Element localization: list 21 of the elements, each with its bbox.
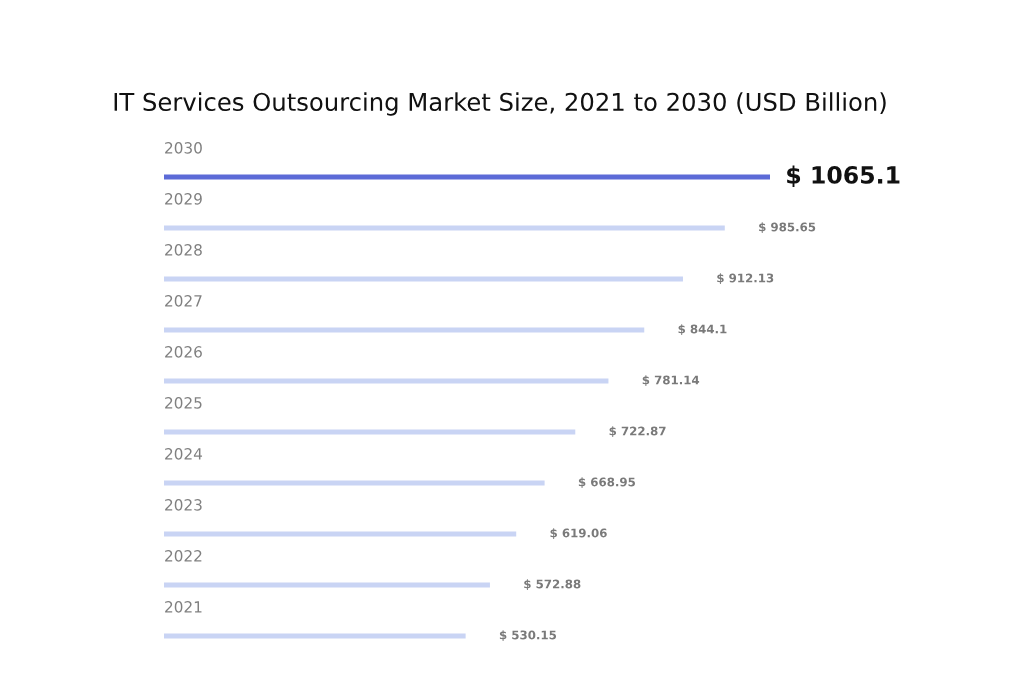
data-label: $ 572.88 bbox=[524, 579, 581, 590]
y-tick-label: 2025 bbox=[165, 397, 202, 409]
data-label: $ 844.1 bbox=[678, 324, 727, 335]
y-tick-label: 2026 bbox=[165, 346, 202, 358]
y-tick-label: 2028 bbox=[165, 244, 202, 256]
y-tick-label: 2024 bbox=[165, 448, 203, 460]
y-tick-label: 2030 bbox=[165, 142, 202, 154]
data-label: $ 722.87 bbox=[609, 426, 666, 437]
y-tick-label: 2027 bbox=[165, 295, 202, 307]
data-label: $ 781.14 bbox=[642, 375, 700, 386]
chart-title: IT Services Outsourcing Market Size, 2021 to 2030 (USD Billion) bbox=[114, 92, 886, 116]
y-tick-label: 2029 bbox=[165, 193, 202, 205]
y-tick-label: 2023 bbox=[165, 499, 202, 511]
data-label: $ 985.65 bbox=[759, 222, 816, 233]
y-tick-label: 2022 bbox=[165, 550, 202, 562]
data-label: $ 530.15 bbox=[499, 630, 557, 641]
data-label: $ 912.13 bbox=[717, 273, 774, 284]
data-label: $ 668.95 bbox=[578, 477, 635, 488]
y-tick-label: 2021 bbox=[165, 601, 202, 613]
data-label: $ 1065.1 bbox=[787, 165, 900, 187]
data-label: $ 619.06 bbox=[550, 528, 607, 539]
